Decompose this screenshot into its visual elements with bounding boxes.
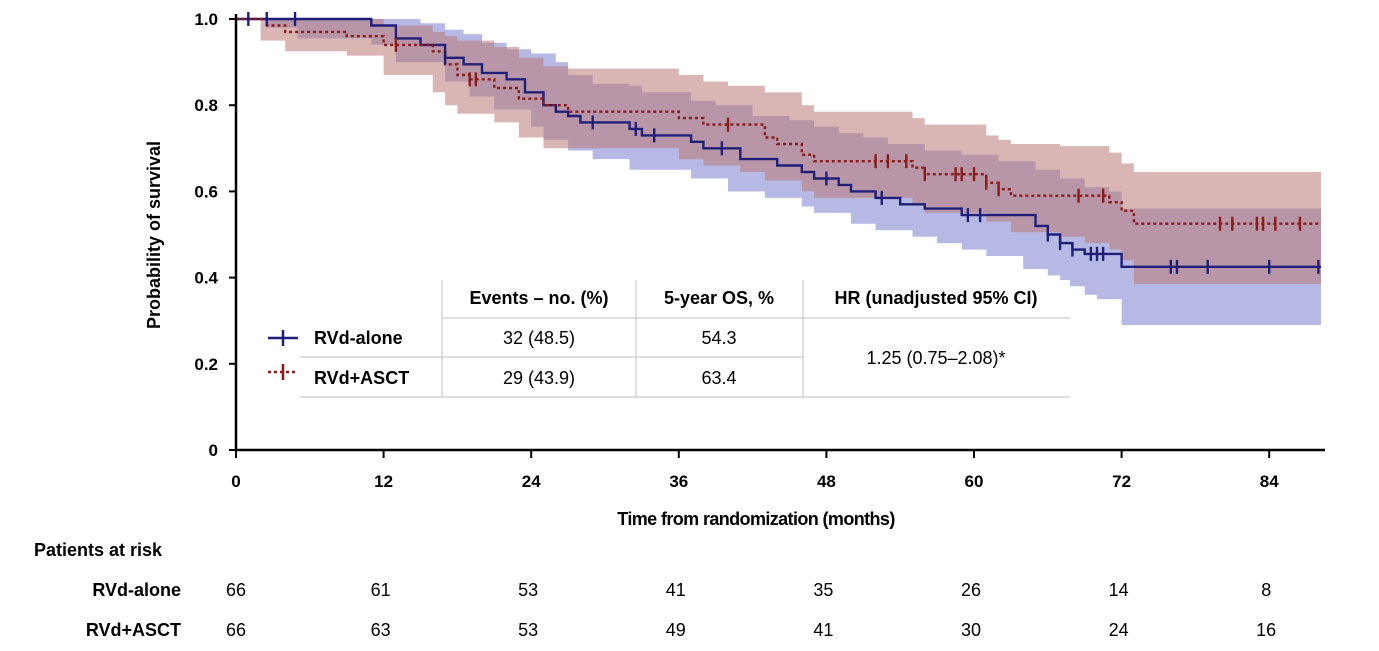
x-tick-label: 48 <box>817 472 836 491</box>
table-cell-os: 54.3 <box>701 328 736 348</box>
risk-count: 49 <box>666 620 686 640</box>
risk-count: 53 <box>518 580 538 600</box>
y-tick-label: 0.2 <box>194 355 218 374</box>
x-tick-label: 12 <box>374 472 393 491</box>
y-tick-label: 0.6 <box>194 182 218 201</box>
risk-count: 41 <box>813 620 833 640</box>
risk-count: 53 <box>518 620 538 640</box>
risk-table: Patients at risk RVd-alone RVd+ASCT 66 61… <box>34 540 1276 640</box>
risk-count: 26 <box>961 580 981 600</box>
x-tick-label: 84 <box>1260 472 1279 491</box>
risk-count: 30 <box>961 620 981 640</box>
risk-count: 66 <box>226 620 246 640</box>
legend-table-bg <box>262 280 1070 398</box>
x-tick-label: 36 <box>669 472 688 491</box>
table-cell-hr: 1.25 (0.75–2.08)* <box>866 348 1005 368</box>
x-tick-label: 0 <box>231 472 240 491</box>
risk-count: 63 <box>371 620 391 640</box>
risk-row-label: RVd+ASCT <box>86 620 181 640</box>
y-axis-title: Probability of survival <box>144 141 164 329</box>
table-row-label: RVd-alone <box>314 328 403 348</box>
y-tick-label: 0 <box>209 441 218 460</box>
legend-swatch-rvd-asct <box>268 364 298 380</box>
table-cell-events: 32 (48.5) <box>503 328 575 348</box>
censor-marks <box>247 12 1320 274</box>
y-tick-label: 0.4 <box>194 269 218 288</box>
legend-table: Events – no. (%) 5-year OS, % HR (unadju… <box>262 280 1070 398</box>
x-tick-label: 60 <box>965 472 984 491</box>
x-tick-label: 72 <box>1112 472 1131 491</box>
table-header-os: 5-year OS, % <box>664 288 774 308</box>
risk-row-label: RVd-alone <box>92 580 181 600</box>
risk-numbers: 66 61 53 41 35 26 14 8 66 63 53 49 41 30 24 16 <box>226 580 1276 640</box>
axes <box>234 14 1325 452</box>
confidence-bands <box>236 19 1321 325</box>
table-row-label: RVd+ASCT <box>314 368 409 388</box>
ci-band-rvd-asct <box>236 19 1321 285</box>
risk-count: 61 <box>371 580 391 600</box>
x-ticks: 0 12 24 36 48 60 72 84 <box>231 450 1279 491</box>
y-tick-label: 1.0 <box>194 10 218 29</box>
x-tick-label: 24 <box>522 472 541 491</box>
risk-table-title: Patients at risk <box>34 540 163 560</box>
table-cell-os: 63.4 <box>701 368 736 388</box>
legend-swatch-rvd-alone <box>268 330 298 346</box>
risk-count: 8 <box>1261 580 1271 600</box>
table-header-hr: HR (unadjusted 95% CI) <box>834 288 1037 308</box>
table-cell-events: 29 (43.9) <box>503 368 575 388</box>
risk-count: 41 <box>666 580 686 600</box>
risk-count: 24 <box>1109 620 1129 640</box>
risk-count: 14 <box>1109 580 1129 600</box>
risk-count: 66 <box>226 580 246 600</box>
x-axis-title: Time from randomization (months) <box>617 509 895 529</box>
y-ticks: 0 0.2 0.4 0.6 0.8 1.0 <box>194 10 236 460</box>
table-header-events: Events – no. (%) <box>469 288 608 308</box>
risk-count: 35 <box>813 580 833 600</box>
y-tick-label: 0.8 <box>194 96 218 115</box>
risk-count: 16 <box>1256 620 1276 640</box>
